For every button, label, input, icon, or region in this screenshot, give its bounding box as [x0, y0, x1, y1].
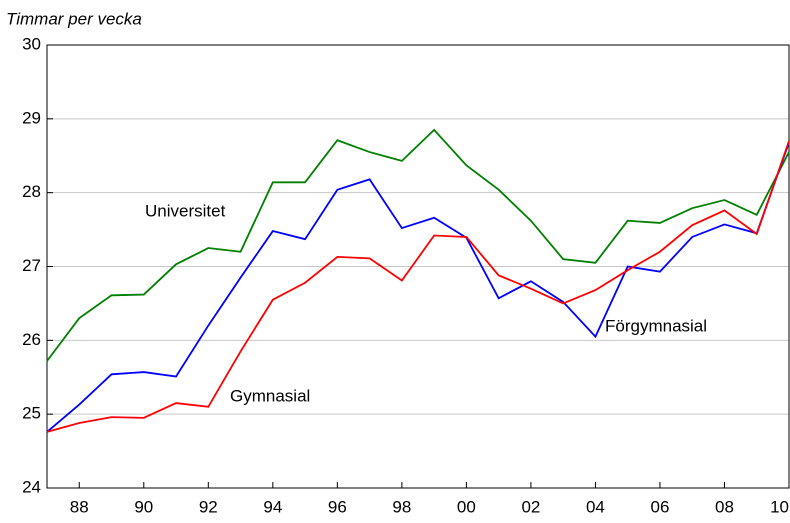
y-tick-label: 30: [22, 34, 41, 53]
y-axis-label: Timmar per vecka: [6, 9, 142, 28]
x-tick-label: 08: [715, 497, 734, 516]
x-tick-label: 00: [457, 497, 476, 516]
x-tick-label: 02: [521, 497, 540, 516]
series-label: Gymnasial: [230, 386, 310, 405]
series-label: Universitet: [145, 201, 226, 220]
series-line: [46, 142, 790, 433]
y-tick-label: 28: [22, 182, 41, 201]
y-tick-label: 25: [22, 404, 41, 423]
x-tick-label: 10: [770, 497, 789, 516]
series-line: [46, 128, 790, 362]
y-tick-label: 27: [22, 256, 41, 275]
x-tick-label: 98: [392, 497, 411, 516]
series-line: [46, 140, 790, 433]
x-tick-label: 04: [586, 497, 605, 516]
x-tick-label: 90: [134, 497, 153, 516]
x-tick-label: 92: [199, 497, 218, 516]
x-tick-label: 88: [70, 497, 89, 516]
y-tick-label: 24: [22, 477, 41, 496]
plot-frame: [46, 44, 790, 489]
y-tick-label: 26: [22, 330, 41, 349]
x-tick-label: 96: [328, 497, 347, 516]
x-tick-label: 06: [650, 497, 669, 516]
y-tick-label: 29: [22, 108, 41, 127]
series-label: Förgymnasial: [605, 316, 707, 335]
x-tick-label: 94: [263, 497, 282, 516]
